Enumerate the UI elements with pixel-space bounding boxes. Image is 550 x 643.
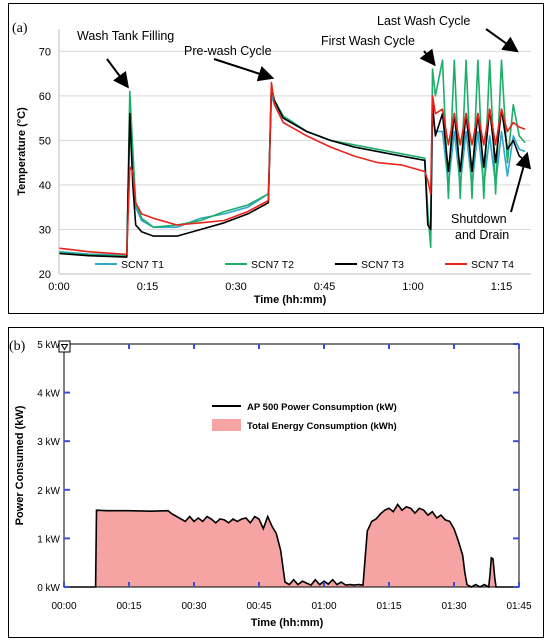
annotation-shutdown: Shutdown <box>451 212 507 226</box>
b-legend: AP 500 Power Consumption (kW) Total Ener… <box>212 402 397 432</box>
arrow-first-wash-cycle <box>419 48 436 67</box>
b-x-axis-label: Time (hh:mm) <box>251 617 324 629</box>
panel-b-label: (b) <box>9 339 26 354</box>
series-line-scn7-t4 <box>58 81 526 256</box>
legend-label-1: SCN7 T2 <box>251 259 294 271</box>
a-x-tick-label: 0:30 <box>225 281 246 293</box>
annotation-pre-wash-cycle: Pre-wash Cycle <box>184 44 272 58</box>
a-series-lines <box>58 59 526 258</box>
legend-power-label: AP 500 Power Consumption (kW) <box>247 402 397 413</box>
b-y-tick-label: 1 kW <box>37 534 60 545</box>
a-x-tick-label: 1:00 <box>402 281 423 293</box>
b-tick-labels: 0 kW 1 kW 2 kW 3 kW 4 kW 5 kW 00:00 00:15 00:30 0… <box>37 340 532 612</box>
b-y-tick-label: 2 kW <box>37 486 60 497</box>
annotation-and-drain: and Drain <box>455 228 509 242</box>
legend-energy-label: Total Energy Consumption (kWh) <box>247 421 397 432</box>
a-y-tick-label: 50 <box>39 135 51 147</box>
panel-a-label: (a) <box>12 21 28 36</box>
a-x-tick-label: 1:15 <box>491 281 512 293</box>
legend-energy-swatch <box>212 419 241 431</box>
arrow-wash-tank-filling <box>106 58 129 89</box>
b-x-tick-label: 01:30 <box>441 601 466 612</box>
b-plot-frame <box>63 343 520 588</box>
annotation-wash-tank-filling: Wash Tank Filling <box>77 29 174 43</box>
energy-area-fill <box>64 504 519 587</box>
b-x-tick-label: 00:30 <box>181 601 206 612</box>
b-x-tick-label: 01:45 <box>506 601 531 612</box>
arrow-shutdown <box>510 151 532 213</box>
b-x-tick-label: 00:45 <box>246 601 271 612</box>
series-line-scn7-t3 <box>58 86 526 258</box>
b-energy-area <box>64 502 519 589</box>
panel-b: 0 kW 1 kW 2 kW 3 kW 4 kW 5 kW 00:00 00:15 00:30 0… <box>8 327 544 638</box>
a-y-tick-label: 40 <box>39 180 51 192</box>
b-x-tick-label: 00:15 <box>116 601 141 612</box>
panel-a: 20 30 40 50 60 70 0:00 0:15 0:30 0:45 1:00 1:15 (a)… <box>8 3 544 314</box>
b-y-tick-label: 0 kW <box>37 583 60 594</box>
a-legend: SCN7 T1 SCN7 T2 SCN7 T3 SCN7 T4 <box>95 259 514 271</box>
a-y-tick-label: 20 <box>39 269 51 281</box>
annotation-last-wash-cycle: Last Wash Cycle <box>377 14 470 28</box>
b-y-tick-label: 5 kW <box>37 340 60 351</box>
a-x-axis-label: Time (hh:mm) <box>254 294 327 306</box>
arrow-last-wash-cycle <box>485 28 519 53</box>
legend-label-2: SCN7 T3 <box>361 259 404 271</box>
triangle-down-icon[interactable] <box>58 340 71 353</box>
b-x-tick-label: 00:00 <box>51 601 76 612</box>
a-x-tick-label: 0:15 <box>137 281 158 293</box>
b-y-axis-label: Power Consumed (kW) <box>14 405 26 525</box>
a-axes <box>58 29 531 275</box>
b-axes <box>63 343 520 588</box>
a-y-tick-label: 70 <box>39 46 51 58</box>
temperature-chart: 20 30 40 50 60 70 0:00 0:15 0:30 0:45 1:00 1:15 (a)… <box>12 14 532 306</box>
power-line <box>64 502 519 589</box>
b-y-tick-label: 3 kW <box>37 437 60 448</box>
legend-label-3: SCN7 T4 <box>471 259 514 271</box>
b-x-tick-label: 01:15 <box>376 601 401 612</box>
a-tick-labels: 20 30 40 50 60 70 0:00 0:15 0:30 0:45 1:00 1:15 <box>39 46 512 293</box>
a-y-tick-label: 30 <box>39 224 51 236</box>
power-chart: 0 kW 1 kW 2 kW 3 kW 4 kW 5 kW 00:00 00:15 00:30 0… <box>9 339 532 629</box>
annotation-first-wash-cycle: First Wash Cycle <box>321 34 415 48</box>
a-y-tick-label: 60 <box>39 91 51 103</box>
annotation-arrows <box>106 28 532 213</box>
a-y-axis-label: Temperature (°C) <box>16 107 28 196</box>
b-x-tick-label: 01:00 <box>311 601 336 612</box>
arrow-pre-wash-cycle <box>213 58 275 82</box>
legend-label-0: SCN7 T1 <box>121 259 164 271</box>
b-y-tick-label: 4 kW <box>37 389 60 400</box>
a-x-tick-label: 0:45 <box>314 281 335 293</box>
a-x-tick-label: 0:00 <box>48 281 69 293</box>
